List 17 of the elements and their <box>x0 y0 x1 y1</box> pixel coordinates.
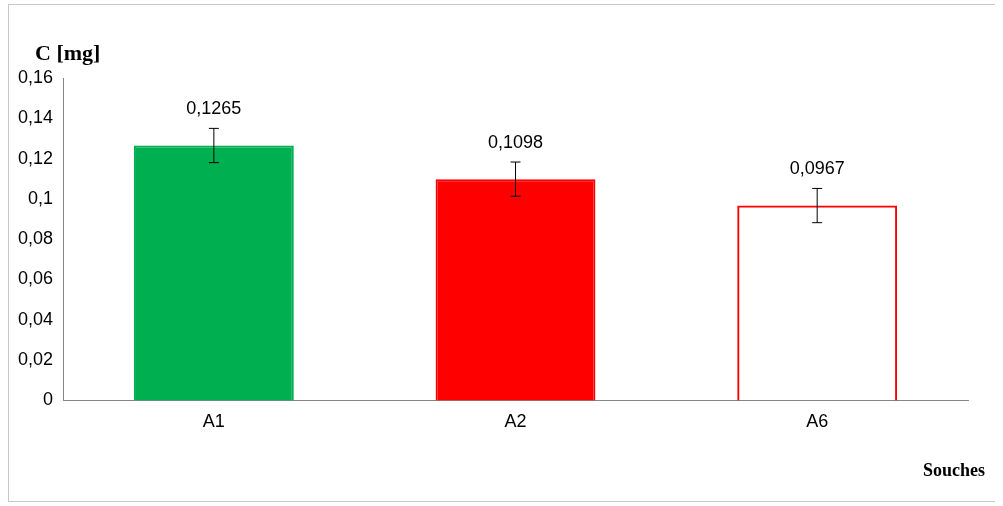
y-tick-label: 0,14 <box>17 107 54 128</box>
data-label: 0,1265 <box>186 98 242 119</box>
y-tick-label: 0,06 <box>17 268 54 289</box>
y-tick-label: 0 <box>43 389 54 410</box>
x-tick-label: A2 <box>504 411 527 432</box>
y-tick-label: 0,02 <box>17 349 54 370</box>
y-tick-label: 0,16 <box>17 66 54 87</box>
x-tick-label: A1 <box>202 411 225 432</box>
y-tick-label: 0,04 <box>17 308 54 329</box>
x-tick-label: A6 <box>806 411 829 432</box>
y-axis-title: C [mg] <box>35 40 101 66</box>
y-tick-label: 0,12 <box>17 147 54 168</box>
y-tick-label: 0,08 <box>17 228 54 249</box>
y-tick-label: 0,1 <box>28 187 54 208</box>
data-label: 0,0967 <box>789 158 845 179</box>
x-axis-title: Souches <box>922 460 985 481</box>
data-label: 0,1098 <box>487 131 544 152</box>
